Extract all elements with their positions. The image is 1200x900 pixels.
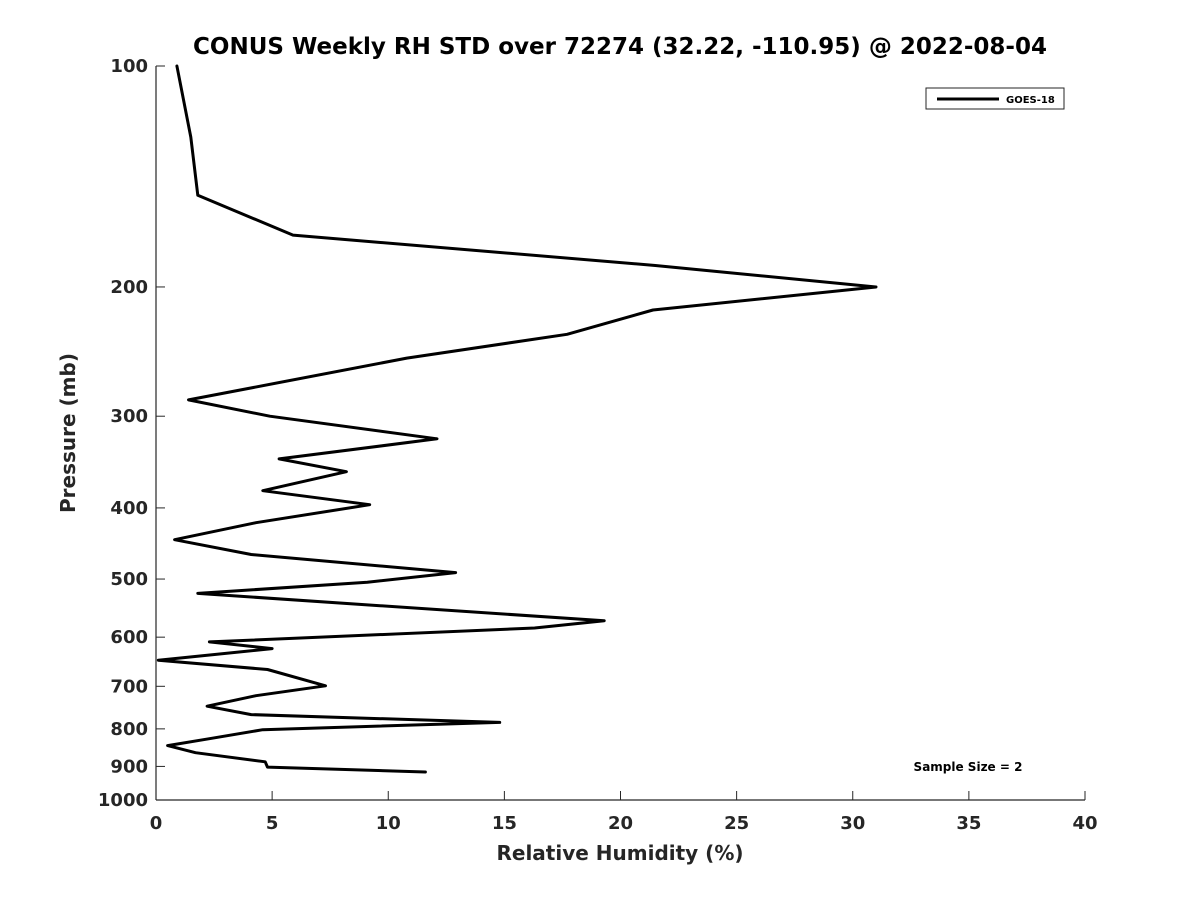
- x-tick-label: 15: [492, 813, 517, 834]
- chart-title: CONUS Weekly RH STD over 72274 (32.22, -…: [193, 34, 1047, 60]
- axes: 0 5 10 15 20 25 30 35 40 100 200 300 400 500 600 700 800…: [98, 56, 1098, 834]
- x-tick-label: 10: [376, 813, 401, 834]
- y-tick-label: 500: [110, 569, 148, 590]
- y-tick-label: 300: [110, 406, 148, 427]
- legend: GOES-18: [925, 87, 1065, 110]
- y-tick-label: 600: [110, 627, 148, 648]
- sample-size-annotation: Sample Size = 2: [914, 760, 1023, 774]
- y-tick-label: 800: [110, 719, 148, 740]
- series-line-goes-18: [156, 64, 878, 774]
- plot-area: [156, 64, 878, 774]
- legend-label: GOES-18: [1006, 95, 1055, 106]
- y-tick-label: 400: [110, 498, 148, 519]
- y-tick-label: 900: [110, 756, 148, 777]
- x-tick-label: 20: [608, 813, 633, 834]
- x-tick-label: 40: [1072, 813, 1097, 834]
- x-tick-label: 0: [150, 813, 163, 834]
- y-tick-label: 1000: [98, 790, 148, 811]
- y-axis-label: Pressure (mb): [56, 353, 80, 513]
- y-tick-label: 100: [110, 56, 148, 77]
- x-tick-label: 30: [840, 813, 865, 834]
- y-tick-label: 200: [110, 277, 148, 298]
- x-axis-label: Relative Humidity (%): [496, 841, 743, 865]
- x-tick-label: 5: [266, 813, 279, 834]
- x-tick-label: 35: [956, 813, 981, 834]
- y-tick-label: 700: [110, 676, 148, 697]
- x-tick-label: 25: [724, 813, 749, 834]
